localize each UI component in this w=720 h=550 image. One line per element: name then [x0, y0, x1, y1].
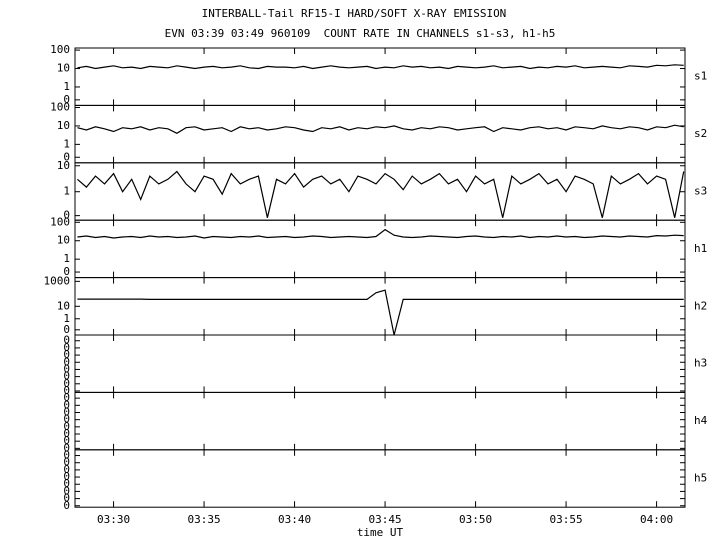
- y-tick-label: 0: [63, 334, 70, 347]
- y-tick-label: 100: [50, 101, 70, 114]
- chart-subtitle: EVN 03:39 03:49 960109 COUNT RATE IN CHA…: [165, 27, 556, 40]
- series-label: s3: [694, 185, 707, 198]
- y-tick-label: 0: [63, 492, 70, 505]
- y-tick-label: 0: [63, 150, 70, 163]
- y-tick-label: 0: [63, 398, 70, 411]
- series-line: [77, 289, 684, 336]
- series-label: s2: [694, 127, 707, 140]
- y-tick-label: 0: [63, 355, 70, 368]
- x-tick-label: 03:55: [550, 513, 583, 526]
- y-tick-label: 0: [63, 413, 70, 426]
- x-tick-label: 03:45: [369, 513, 402, 526]
- y-tick-label: 0: [63, 484, 70, 497]
- y-tick-label: 0: [63, 323, 70, 336]
- x-tick-label: 03:40: [278, 513, 311, 526]
- y-tick-label: 10: [57, 119, 70, 132]
- panel-frame: [74, 449, 686, 508]
- series-label: h3: [694, 357, 707, 370]
- y-tick-label: 1: [63, 185, 70, 198]
- y-tick-label: 1: [63, 312, 70, 325]
- y-tick-label: 0: [63, 265, 70, 278]
- y-tick-label: 1: [63, 252, 70, 265]
- series-line: [77, 124, 684, 134]
- y-tick-label: 0: [63, 449, 70, 462]
- y-tick-label: 10: [57, 62, 70, 75]
- y-tick-label: 0: [63, 477, 70, 490]
- y-tick-label: 0: [63, 348, 70, 361]
- series-label: h5: [694, 472, 707, 485]
- series-line: [77, 64, 684, 70]
- y-tick-label: 10: [57, 299, 70, 312]
- y-tick-label: 10: [57, 159, 70, 172]
- y-tick-label: 0: [63, 384, 70, 397]
- y-tick-label: 0: [63, 370, 70, 383]
- y-tick-label: 1: [63, 137, 70, 150]
- series-line: [77, 170, 685, 218]
- series-line: [77, 228, 684, 239]
- y-tick-label: 0: [63, 456, 70, 469]
- y-tick-label: 100: [50, 215, 70, 228]
- y-tick-label: 0: [63, 362, 70, 375]
- x-tick-label: 03:30: [97, 513, 130, 526]
- y-tick-label: 0: [63, 209, 70, 222]
- y-tick-label: 0: [63, 405, 70, 418]
- series-label: h2: [694, 299, 707, 312]
- x-tick-label: 03:35: [187, 513, 220, 526]
- series-label: h1: [694, 242, 707, 255]
- y-tick-label: 0: [63, 463, 70, 476]
- y-tick-label: 1: [63, 80, 70, 93]
- y-tick-label: 0: [63, 391, 70, 404]
- y-tick-label: 10: [57, 234, 70, 247]
- y-tick-label: 0: [63, 420, 70, 433]
- y-tick-label: 0: [63, 470, 70, 483]
- x-axis-label: time UT: [357, 526, 404, 539]
- y-tick-label: 0: [63, 93, 70, 106]
- y-tick-label: 100: [50, 43, 70, 56]
- y-tick-label: 0: [63, 434, 70, 447]
- y-tick-label: 0: [63, 499, 70, 512]
- y-tick-label: 0: [63, 341, 70, 354]
- chart-title: INTERBALL-Tail RF15-I HARD/SOFT X-RAY EM…: [202, 7, 507, 20]
- series-label: h4: [694, 414, 708, 427]
- x-tick-label: 03:50: [459, 513, 492, 526]
- x-tick-label: 04:00: [640, 513, 673, 526]
- series-label: s1: [694, 70, 707, 83]
- y-tick-label: 0: [63, 377, 70, 390]
- y-tick-label: 0: [63, 441, 70, 454]
- y-tick-label: 0: [63, 427, 70, 440]
- y-tick-label: 1000: [44, 274, 71, 287]
